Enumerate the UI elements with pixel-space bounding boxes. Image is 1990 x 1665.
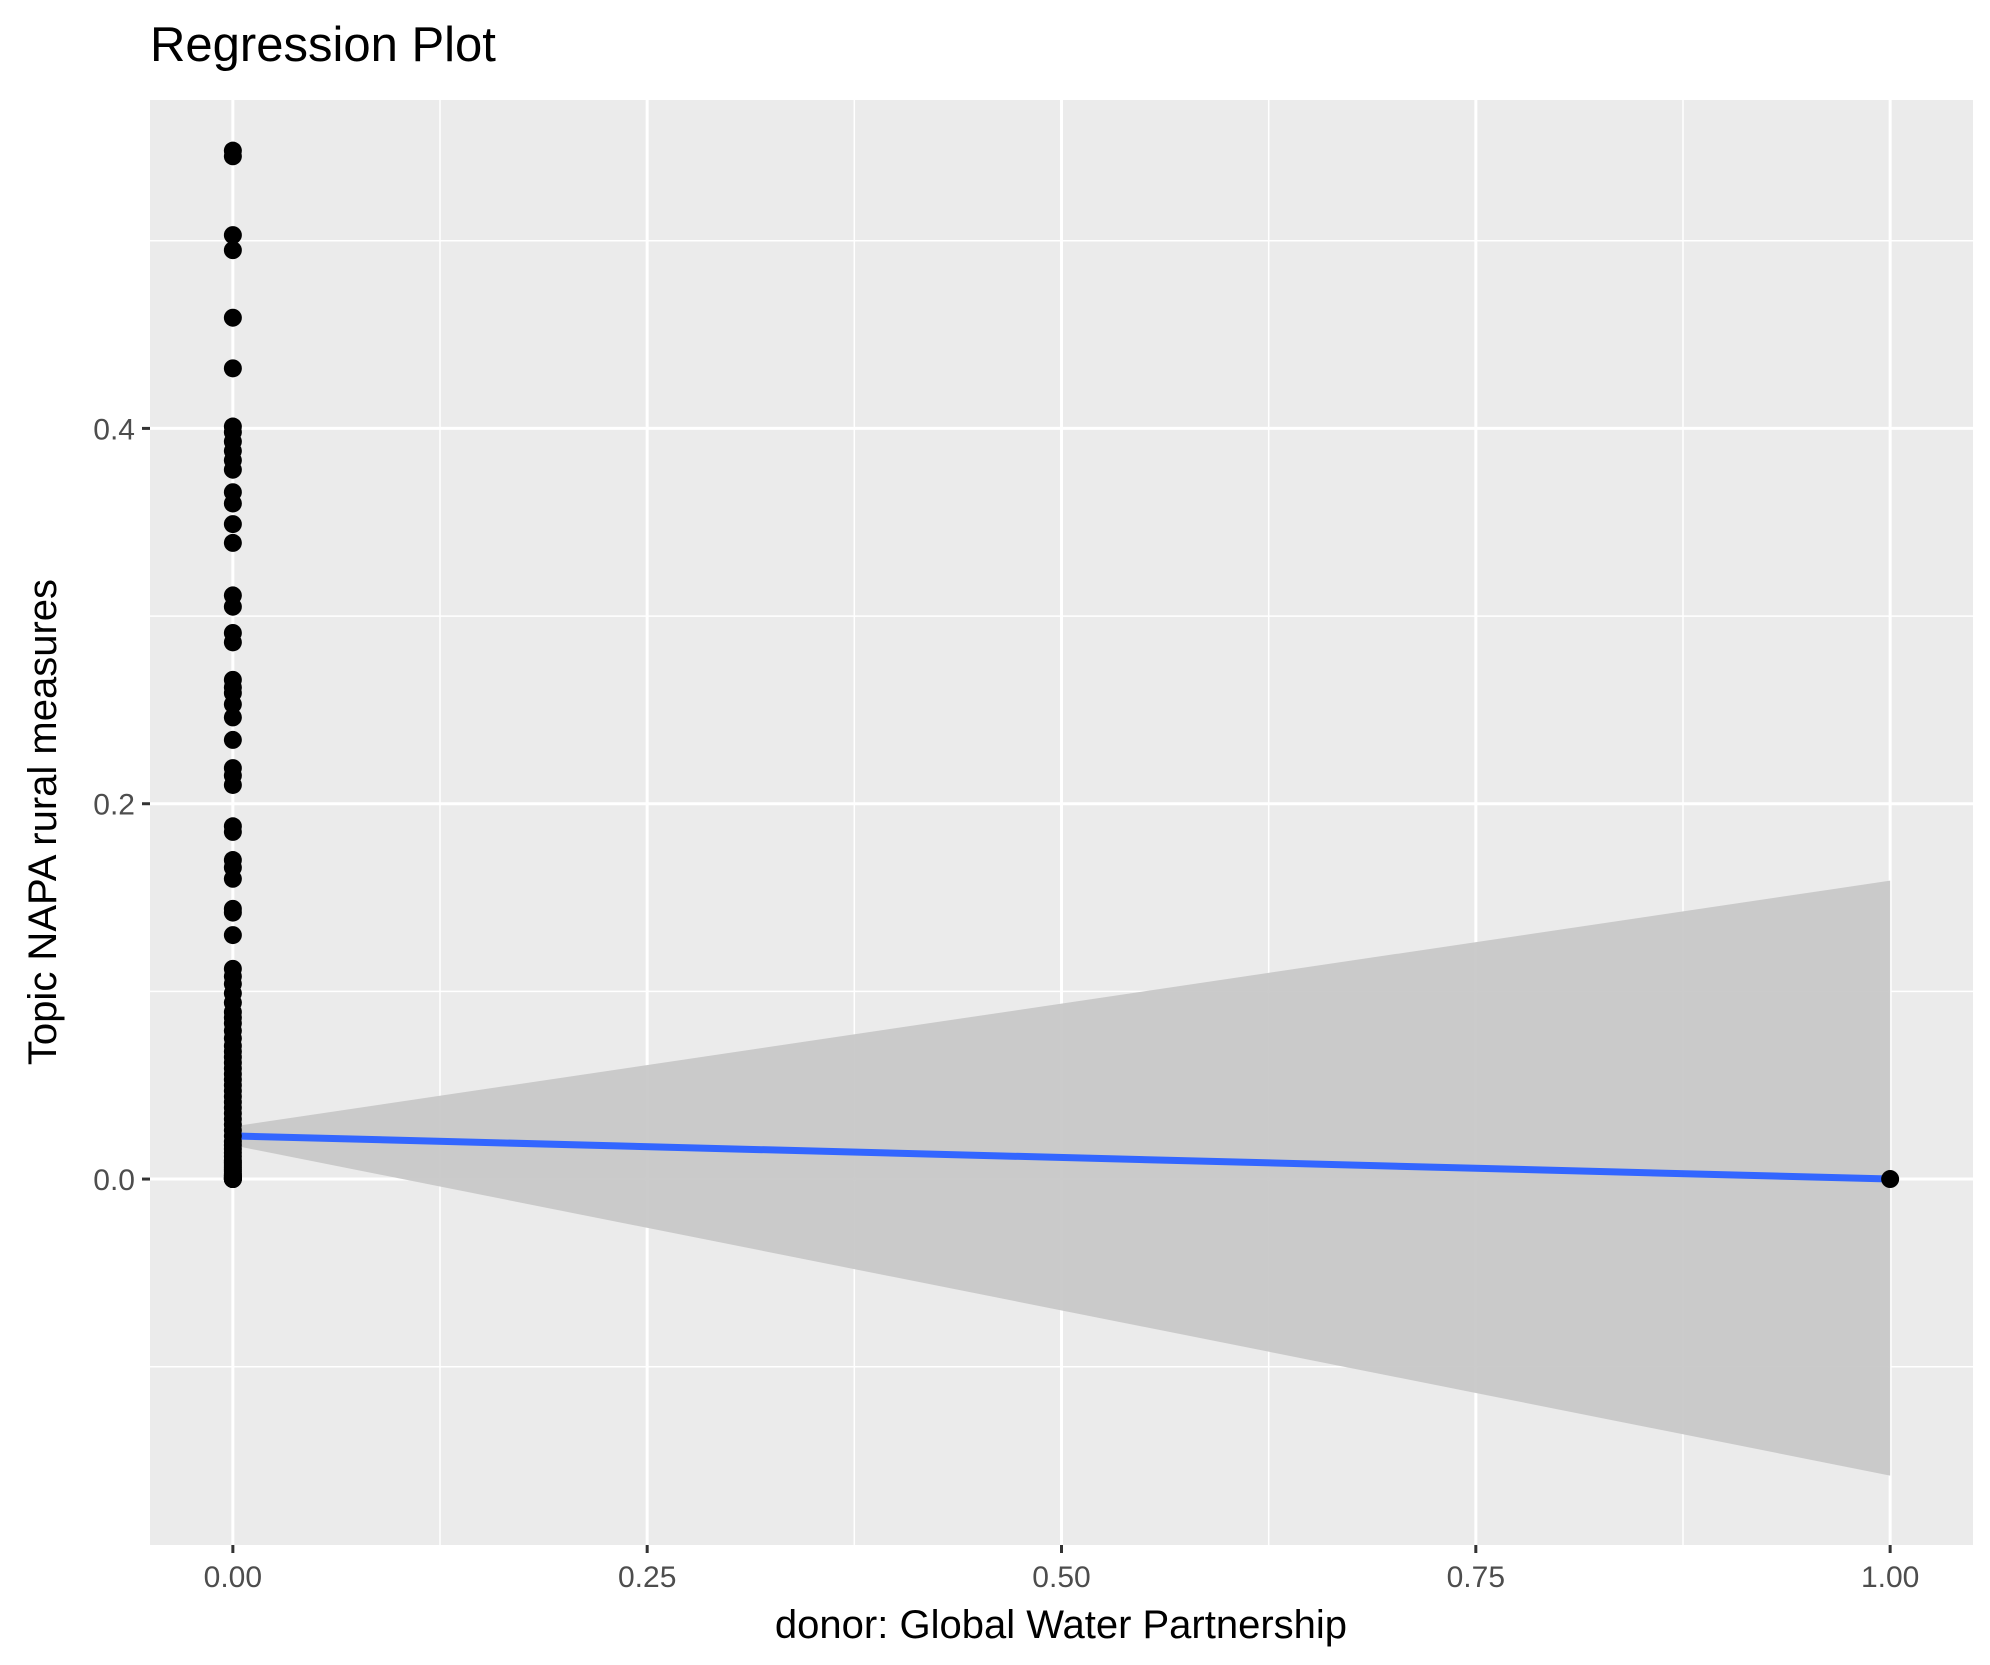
data-point bbox=[223, 226, 242, 245]
data-point bbox=[223, 903, 242, 922]
regression-line-layer bbox=[232, 1132, 1891, 1183]
data-point bbox=[223, 597, 242, 616]
data-point bbox=[223, 775, 242, 794]
data-point bbox=[223, 633, 242, 652]
data-point bbox=[223, 494, 242, 513]
x-tick-label: 1.00 bbox=[1861, 1561, 1919, 1594]
data-point bbox=[223, 708, 242, 727]
data-point bbox=[1881, 1170, 1900, 1189]
data-point bbox=[223, 241, 242, 260]
regression-line bbox=[232, 1132, 1891, 1183]
confidence-band-layer bbox=[232, 880, 1891, 1476]
chart-title: Regression Plot bbox=[150, 18, 496, 72]
y-axis-title: Topic NAPA rural measures bbox=[21, 579, 65, 1065]
data-point bbox=[223, 515, 242, 534]
data-point bbox=[223, 1170, 242, 1189]
x-tick-label: 0.75 bbox=[1447, 1561, 1505, 1594]
data-point bbox=[223, 359, 242, 378]
data-point bbox=[223, 460, 242, 479]
x-tick-label: 0.25 bbox=[618, 1561, 676, 1594]
data-point bbox=[223, 695, 242, 714]
data-points bbox=[223, 141, 1900, 1189]
data-point bbox=[223, 730, 242, 749]
y-tick-label: 0.2 bbox=[93, 789, 135, 822]
x-tick-label: 0.50 bbox=[1032, 1561, 1090, 1594]
x-axis-title: donor: Global Water Partnership bbox=[775, 1603, 1347, 1647]
x-axis: 0.00 0.25 0.50 0.75 1.00 bbox=[204, 1545, 1919, 1594]
data-point bbox=[223, 308, 242, 327]
data-point bbox=[223, 147, 242, 166]
data-point bbox=[223, 822, 242, 841]
y-axis: 0.0 0.2 0.4 bbox=[93, 413, 150, 1197]
confidence-band bbox=[232, 880, 1891, 1476]
y-tick-label: 0.0 bbox=[93, 1164, 135, 1197]
y-tick-label: 0.4 bbox=[93, 413, 135, 446]
x-tick-label: 0.00 bbox=[204, 1561, 262, 1594]
data-point bbox=[223, 869, 242, 888]
data-point bbox=[223, 926, 242, 945]
data-point bbox=[223, 533, 242, 552]
